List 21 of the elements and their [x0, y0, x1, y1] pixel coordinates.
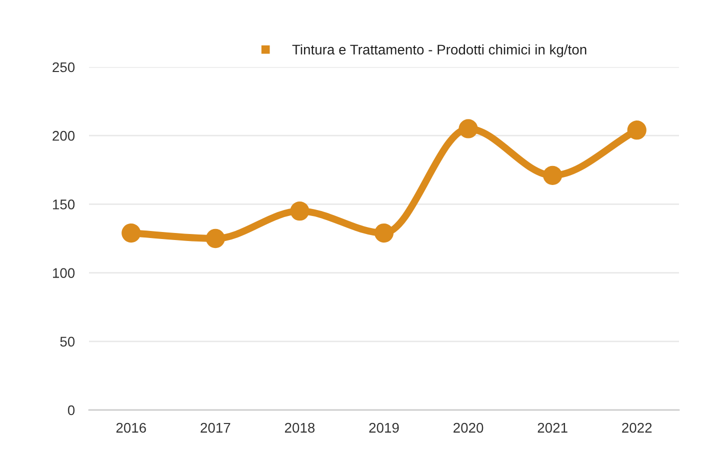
- legend-label: Tintura e Trattamento - Prodotti chimici in kg/ton: [292, 44, 586, 58]
- y-tick-label: 100: [53, 268, 75, 278]
- x-tick-label: 2021: [538, 422, 568, 433]
- point: [374, 223, 394, 243]
- x-tick-label: 2019: [369, 422, 399, 433]
- x-tick-label: 2017: [200, 422, 230, 433]
- y-tick-label: 200: [52, 130, 75, 141]
- point: [627, 120, 646, 140]
- x-tick-label: 2020: [454, 422, 484, 433]
- point: [458, 119, 478, 138]
- point: [122, 223, 141, 243]
- point: [290, 201, 310, 221]
- y-tick-label: 250: [52, 62, 75, 72]
- x-tick-label: 2022: [622, 422, 652, 433]
- x-tick-label: 2018: [284, 422, 315, 433]
- point: [206, 228, 225, 248]
- y-tick-label: 50: [60, 336, 75, 347]
- x-tick-label: 2016: [116, 422, 146, 433]
- y-tick-label: 0: [68, 405, 75, 416]
- y-tick-label: 150: [53, 200, 75, 210]
- point: [543, 166, 562, 185]
